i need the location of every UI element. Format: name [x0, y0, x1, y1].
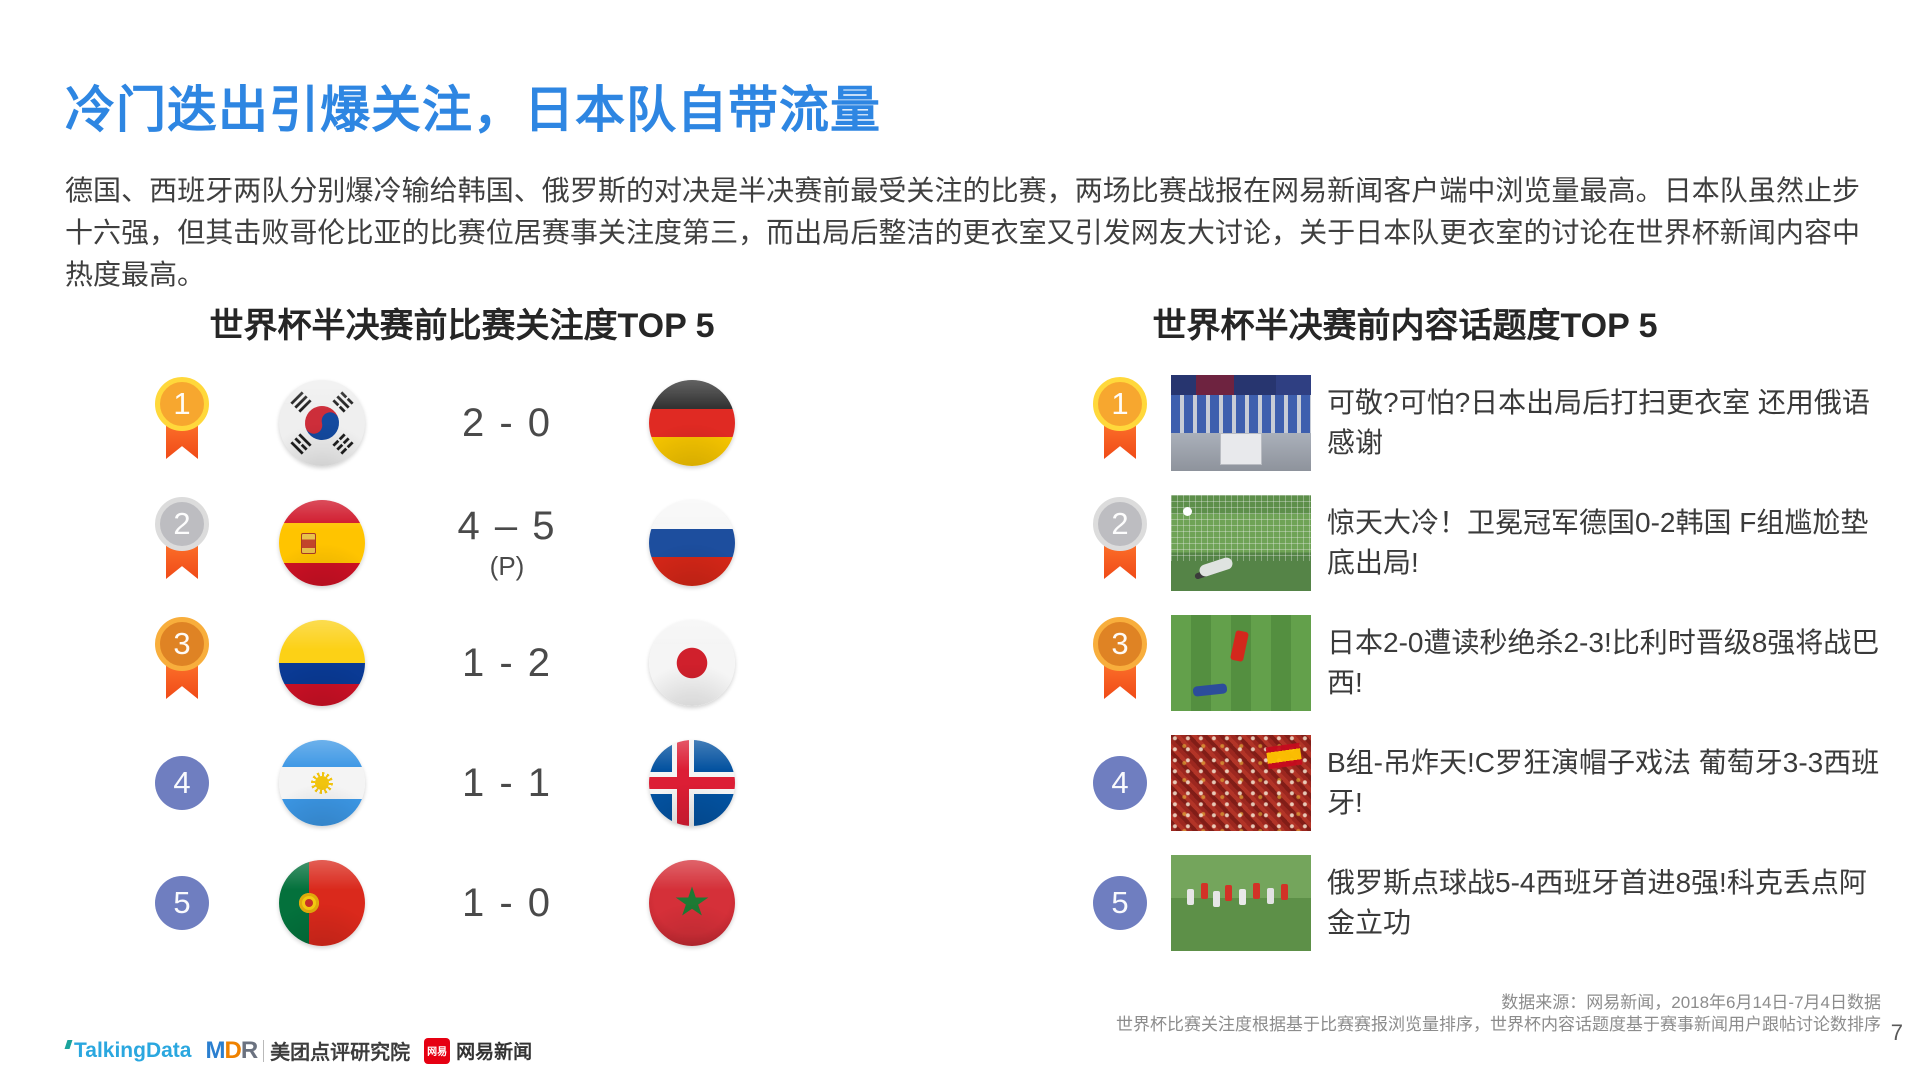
- flag-spain-icon: [279, 500, 365, 586]
- topic-row: 4 B组-吊炸天!C罗狂演帽子戏法 葡萄牙3-3西班牙!: [1085, 723, 1891, 843]
- rank-circle-icon: 5: [1085, 876, 1155, 930]
- news-thumbnail-goal-save: [1171, 495, 1311, 591]
- argentina-sun: [311, 772, 333, 794]
- flag-colombia-icon: [279, 620, 365, 706]
- talkingdata-wordmark: TalkingData: [74, 1038, 192, 1062]
- news-thumbnail-pitch-players: [1171, 615, 1311, 711]
- topic-row: 2 惊天大冷！卫冕冠军德国0-2韩国 F组尴尬垫底出局!: [1085, 483, 1891, 603]
- thumb-decor: [1220, 433, 1262, 465]
- talkingdata-logo: TalkingData: [64, 1038, 192, 1063]
- flag-portugal-icon: [279, 860, 365, 946]
- topic-row: 1 可敬?可怕?日本出局后打扫更衣室 还用俄语感谢: [1085, 363, 1891, 483]
- gold-medal-icon: 1: [147, 377, 217, 469]
- morocco-star: [675, 886, 709, 916]
- topic-row: 3 日本2-0遭读秒绝杀2-3!比利时晋级8强将战巴西!: [1085, 603, 1891, 723]
- flag-russia-icon: [649, 500, 735, 586]
- match-score: 1 - 0: [461, 880, 553, 925]
- source-line-2: 世界杯比赛关注度根据基于比赛赛报浏览量排序，世界杯内容话题度基于赛事新闻用户跟帖…: [1116, 1015, 1881, 1034]
- match-rows: 1: [137, 363, 797, 963]
- rank-number: 1: [1093, 377, 1147, 431]
- flag-japan-icon: [649, 620, 735, 706]
- news-headline: 可敬?可怕?日本出局后打扫更衣室 还用俄语感谢: [1327, 387, 1870, 458]
- news-headline: 日本2-0遭读秒绝杀2-3!比利时晋级8强将战巴西!: [1327, 627, 1880, 698]
- footer-logos: TalkingData MDR 美团点评研究院 网易 网易新闻: [64, 1036, 532, 1065]
- rank-number: 1: [155, 377, 209, 431]
- netease-news-logo: 网易 网易新闻: [424, 1037, 532, 1064]
- rank-number: 5: [1093, 876, 1147, 930]
- match-row: 2 4 – 5 (P): [137, 483, 797, 603]
- silver-medal-icon: 2: [147, 497, 217, 589]
- flag-iceland-icon: [649, 740, 735, 826]
- thumb-decor: [1230, 629, 1249, 663]
- match-row: 4 1 - 1: [137, 723, 797, 843]
- gold-medal-icon: 1: [1085, 377, 1155, 469]
- portugal-emblem: [299, 893, 319, 913]
- topic-rows: 1 可敬?可怕?日本出局后打扫更衣室 还用俄语感谢 2: [1085, 363, 1891, 963]
- thumb-decor: [1171, 375, 1311, 395]
- news-thumbnail-penalty-celebration: [1171, 855, 1311, 951]
- thumb-decor: [1187, 889, 1194, 905]
- rank-circle-icon: 4: [1085, 756, 1155, 810]
- rank-number: 4: [155, 756, 209, 810]
- netease-badge-icon: 网易: [424, 1037, 451, 1064]
- mdr-wordmark: MDR: [205, 1036, 258, 1064]
- left-panel-heading: 世界杯半决赛前比赛关注度TOP 5: [209, 307, 715, 345]
- netease-news-label: 网易新闻: [456, 1042, 533, 1063]
- thumb-decor: [1171, 395, 1311, 433]
- topic-row: 5 俄罗斯点球战5-4西班牙首进8强!科克丢点阿金立功: [1085, 843, 1891, 963]
- news-headline: 俄罗斯点球战5-4西班牙首进8强!科克丢点阿金立功: [1327, 867, 1867, 938]
- thumb-decor: [1183, 507, 1192, 516]
- rank-number: 2: [155, 497, 209, 551]
- flag-germany-icon: [649, 380, 735, 466]
- match-score: 4 – 5: [457, 504, 557, 548]
- rank-number: 3: [1093, 617, 1147, 671]
- rank-circle-icon: 4: [147, 756, 217, 810]
- match-row: 3 1 - 2: [137, 603, 797, 723]
- match-row: 1: [137, 363, 797, 483]
- news-thumbnail-crowd: [1171, 735, 1311, 831]
- match-attention-panel: 世界杯半决赛前比赛关注度TOP 5 1: [137, 298, 797, 963]
- thumb-decor: [1265, 742, 1303, 770]
- silver-medal-icon: 2: [1085, 497, 1155, 589]
- news-headline: 惊天大冷！卫冕冠军德国0-2韩国 F组尴尬垫底出局!: [1327, 507, 1869, 578]
- rank-number: 2: [1093, 497, 1147, 551]
- thumb-decor: [1192, 683, 1228, 697]
- spain-crest: [301, 533, 316, 554]
- right-panel-heading: 世界杯半决赛前内容话题度TOP 5: [1152, 307, 1658, 345]
- meituan-dianping-research-logo: MDR 美团点评研究院: [205, 1036, 410, 1065]
- flag-morocco-icon: [649, 860, 735, 946]
- logo-divider: [263, 1039, 265, 1062]
- thumb-decor: [1171, 495, 1311, 561]
- bronze-medal-icon: 3: [147, 617, 217, 709]
- news-headline: B组-吊炸天!C罗狂演帽子戏法 葡萄牙3-3西班牙!: [1327, 747, 1880, 818]
- match-score: 2 - 0: [461, 400, 553, 445]
- talkingdata-tick-icon: [64, 1039, 73, 1049]
- data-source-note: 数据来源：网易新闻，2018年6月14日-7月4日数据 世界杯比赛关注度根据基于…: [1116, 992, 1881, 1036]
- content-topic-panel: 世界杯半决赛前内容话题度TOP 5 1 可敬?可怕?日本出局后打扫更衣室 还用俄…: [1085, 298, 1891, 963]
- match-row: 5 1 - 0: [137, 843, 797, 963]
- rank-circle-icon: 5: [147, 876, 217, 930]
- penalty-note: (P): [489, 551, 525, 581]
- rank-number: 5: [155, 876, 209, 930]
- source-line-1: 数据来源：网易新闻，2018年6月14日-7月4日数据: [1501, 993, 1881, 1012]
- intro-paragraph: 德国、西班牙两队分别爆冷输给韩国、俄罗斯的对决是半决赛前最受关注的比赛，两场比赛…: [65, 175, 1860, 290]
- match-score: 1 - 2: [461, 640, 553, 685]
- page-title: 冷门迭出引爆关注，日本队自带流量: [65, 82, 881, 138]
- news-thumbnail-locker-room: [1171, 375, 1311, 471]
- flag-south-korea-icon: [279, 380, 365, 466]
- page-number: 7: [1890, 1020, 1903, 1045]
- match-score: 1 - 1: [461, 760, 553, 805]
- rank-number: 4: [1093, 756, 1147, 810]
- meituan-research-label: 美团点评研究院: [270, 1042, 411, 1064]
- bronze-medal-icon: 3: [1085, 617, 1155, 709]
- flag-argentina-icon: [279, 740, 365, 826]
- rank-number: 3: [155, 617, 209, 671]
